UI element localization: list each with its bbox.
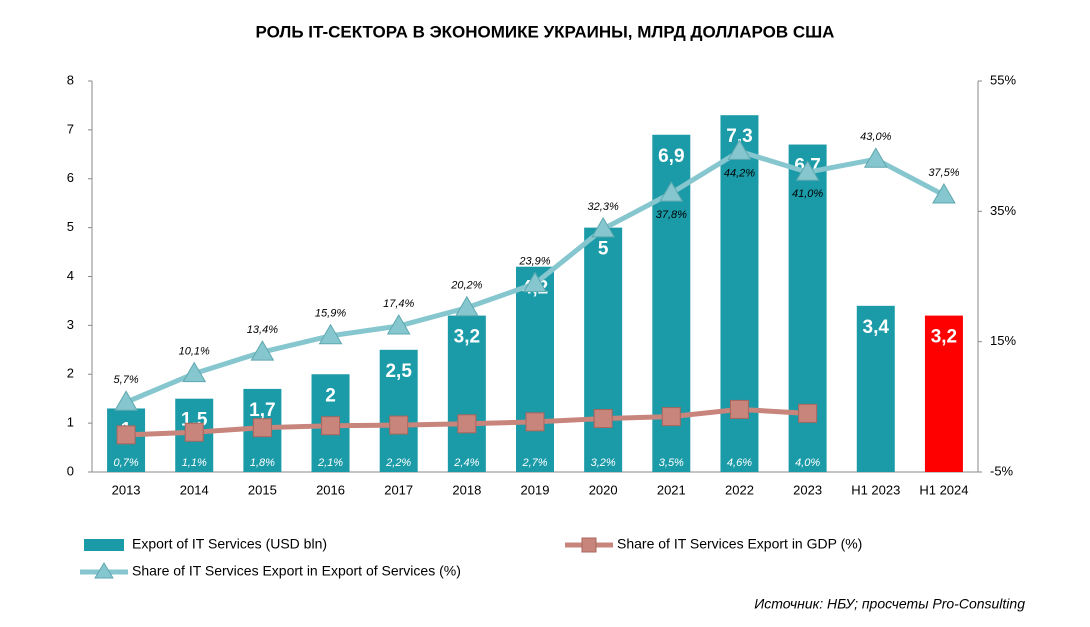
legend-marker xyxy=(94,562,114,579)
marker xyxy=(525,412,545,432)
legend-swatch xyxy=(84,539,124,551)
chart-title: РОЛЬ IT-СЕКТОРА В ЭКОНОМИКЕ УКРАИНЫ, МЛР… xyxy=(256,22,835,41)
line-value-label: 10,1% xyxy=(179,346,210,358)
bar xyxy=(516,266,554,472)
y2-tick-label: 55% xyxy=(990,72,1016,87)
marker xyxy=(389,415,409,435)
marker xyxy=(727,139,752,160)
x-tick-label: 2014 xyxy=(180,482,209,497)
y-tick-label: 7 xyxy=(67,121,74,136)
line-value-label: 44,2% xyxy=(724,167,755,179)
x-tick-label: 2013 xyxy=(112,482,141,497)
line-value-label: 2,1% xyxy=(317,457,343,469)
source-note: Источник: НБУ; просчеты Pro-Consulting xyxy=(754,596,1025,612)
marker xyxy=(523,271,547,293)
marker xyxy=(454,295,479,317)
x-tick-label: 2023 xyxy=(793,482,822,497)
bar xyxy=(447,315,486,472)
line-value-label: 20,2% xyxy=(450,280,482,292)
legend-label: Share of IT Services Export in Export of… xyxy=(132,563,461,579)
marker xyxy=(863,147,888,168)
y-tick-label: 2 xyxy=(67,366,74,381)
x-tick-label: 2017 xyxy=(384,482,413,497)
bar xyxy=(584,227,623,472)
y-tick-label: 1 xyxy=(67,415,74,430)
line-value-label: 0,7% xyxy=(114,457,139,469)
x-tick-label: H1 2023 xyxy=(851,482,900,497)
bar-value-label: 5 xyxy=(598,239,609,260)
y-tick-label: 5 xyxy=(67,219,74,234)
line-value-label: 17,4% xyxy=(383,298,414,310)
marker xyxy=(591,216,616,238)
line-value-label: 37,5% xyxy=(928,167,959,179)
line-value-label: 15,9% xyxy=(315,308,346,320)
line-value-label: 2,7% xyxy=(521,457,547,469)
y2-tick-label: 35% xyxy=(990,203,1016,218)
bar xyxy=(924,315,963,472)
line-value-label: 32,3% xyxy=(588,201,619,213)
marker xyxy=(114,390,138,411)
x-tick-label: 2020 xyxy=(589,482,618,497)
y-tick-label: 0 xyxy=(67,463,74,478)
marker xyxy=(457,414,477,434)
x-tick-label: 2019 xyxy=(521,482,550,497)
y-tick-label: 6 xyxy=(67,170,74,185)
y-tick-label: 4 xyxy=(67,268,74,283)
bar-value-label: 7,3 xyxy=(726,126,752,147)
bar-value-label: 1,7 xyxy=(249,400,275,421)
line-value-label: 43,0% xyxy=(860,131,891,143)
marker xyxy=(593,409,613,429)
x-tick-label: H1 2024 xyxy=(919,482,968,497)
line-value-label: 4,6% xyxy=(727,457,752,469)
y-tick-label: 3 xyxy=(67,317,74,332)
marker xyxy=(729,399,749,419)
line-value-label: 2,2% xyxy=(385,457,411,469)
y2-tick-label: -5% xyxy=(990,463,1014,478)
legend-marker xyxy=(581,537,597,553)
line-value-label: 23,9% xyxy=(518,256,550,268)
x-tick-label: 2016 xyxy=(316,482,345,497)
marker xyxy=(184,422,204,442)
marker xyxy=(318,323,343,345)
bar-value-label: 3,2 xyxy=(931,327,957,348)
marker xyxy=(321,416,341,436)
line-value-label: 3,5% xyxy=(659,457,684,469)
marker xyxy=(250,340,275,361)
marker xyxy=(252,418,272,438)
legend-label: Share of IT Services Export in GDP (%) xyxy=(617,536,862,552)
marker xyxy=(798,403,818,423)
line-value-label: 1,1% xyxy=(182,457,207,469)
line-value-label: 2,4% xyxy=(453,457,479,469)
bar xyxy=(379,349,418,472)
x-tick-label: 2015 xyxy=(248,482,277,497)
line-value-label: 37,8% xyxy=(656,209,687,221)
line-value-label: 3,2% xyxy=(591,457,616,469)
marker xyxy=(116,425,136,445)
bar-value-label: 6,9 xyxy=(658,146,684,167)
marker xyxy=(386,314,411,335)
marker xyxy=(932,183,956,204)
y2-tick-label: 15% xyxy=(990,333,1016,348)
bar-value-label: 2,5 xyxy=(385,361,412,382)
bar-value-label: 2 xyxy=(325,385,336,406)
line-value-label: 13,4% xyxy=(247,324,278,336)
marker xyxy=(659,181,684,202)
marker xyxy=(182,361,207,383)
line-value-label: 41,0% xyxy=(792,188,823,200)
x-tick-label: 2022 xyxy=(725,482,754,497)
x-tick-label: 2018 xyxy=(452,482,481,497)
bar-value-label: 3,2 xyxy=(454,327,480,348)
bar-value-label: 3,4 xyxy=(863,317,890,338)
x-tick-label: 2021 xyxy=(657,482,686,497)
marker xyxy=(795,160,820,181)
marker xyxy=(661,407,681,427)
line-value-label: 1,8% xyxy=(250,457,275,469)
line-value-label: 5,7% xyxy=(114,374,139,386)
line-value-label: 4,0% xyxy=(795,457,820,469)
bar xyxy=(856,305,895,472)
y-tick-label: 8 xyxy=(67,72,74,87)
legend-label: Export of IT Services (USD bln) xyxy=(132,536,327,552)
